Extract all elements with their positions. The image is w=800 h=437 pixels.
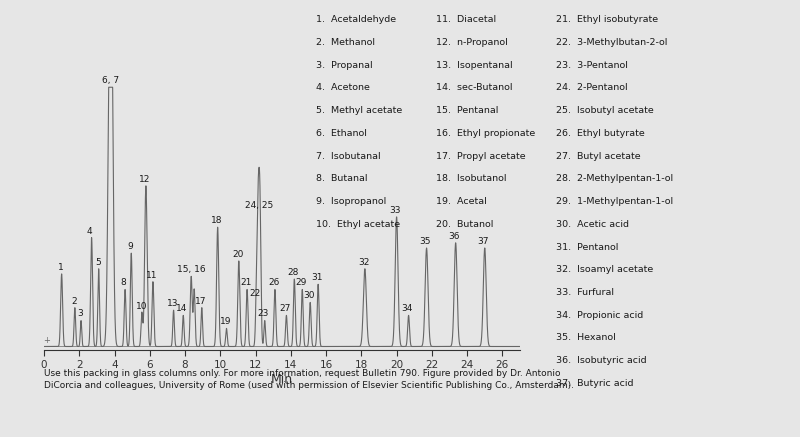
Text: 18.  Isobutanol: 18. Isobutanol: [436, 174, 506, 184]
Text: 20.  Butanol: 20. Butanol: [436, 220, 494, 229]
Text: 4: 4: [87, 226, 93, 236]
Text: 36: 36: [449, 232, 460, 241]
Text: 3: 3: [78, 309, 83, 319]
Text: 14.  sec-Butanol: 14. sec-Butanol: [436, 83, 513, 93]
Text: 7.  Isobutanal: 7. Isobutanal: [316, 152, 381, 161]
Text: 2: 2: [71, 297, 77, 305]
Text: 37: 37: [478, 237, 490, 246]
Text: Use this packing in glass columns only. For more information, request Bulletin 7: Use this packing in glass columns only. …: [44, 369, 574, 390]
Text: 5: 5: [95, 258, 101, 267]
Text: 11: 11: [146, 271, 158, 280]
Text: +: +: [42, 336, 50, 345]
Text: 23.  3-Pentanol: 23. 3-Pentanol: [556, 61, 628, 70]
Text: 24, 25: 24, 25: [245, 201, 273, 210]
Text: 31.  Pentanol: 31. Pentanol: [556, 243, 618, 252]
Text: 31: 31: [311, 273, 322, 282]
X-axis label: Min: Min: [271, 373, 293, 386]
Text: 11.  Diacetal: 11. Diacetal: [436, 15, 496, 24]
Text: 29.  1-Methylpentan-1-ol: 29. 1-Methylpentan-1-ol: [556, 197, 673, 206]
Text: 27: 27: [279, 304, 291, 313]
Text: 2.  Methanol: 2. Methanol: [316, 38, 375, 47]
Text: 9.  Isopropanol: 9. Isopropanol: [316, 197, 386, 206]
Text: 12: 12: [139, 175, 150, 184]
Text: 15.  Pentanal: 15. Pentanal: [436, 106, 498, 115]
Text: 21: 21: [240, 278, 251, 288]
Text: 3.  Propanal: 3. Propanal: [316, 61, 373, 70]
Text: 26: 26: [268, 278, 279, 288]
Text: 1.  Acetaldehyde: 1. Acetaldehyde: [316, 15, 396, 24]
Text: 33: 33: [390, 206, 401, 215]
Text: 4.  Acetone: 4. Acetone: [316, 83, 370, 93]
Text: 16.  Ethyl propionate: 16. Ethyl propionate: [436, 129, 535, 138]
Text: 18: 18: [210, 216, 222, 225]
Text: 34: 34: [401, 304, 413, 313]
Text: 21.  Ethyl isobutyrate: 21. Ethyl isobutyrate: [556, 15, 658, 24]
Text: 33.  Furfural: 33. Furfural: [556, 288, 614, 297]
Text: 34.  Propionic acid: 34. Propionic acid: [556, 311, 643, 320]
Text: 35.  Hexanol: 35. Hexanol: [556, 333, 616, 343]
Text: 17.  Propyl acetate: 17. Propyl acetate: [436, 152, 526, 161]
Text: 36.  Isobutyric acid: 36. Isobutyric acid: [556, 356, 646, 365]
Text: 22: 22: [250, 289, 261, 298]
Text: 35: 35: [419, 237, 431, 246]
Text: 13: 13: [166, 299, 178, 308]
Text: 9: 9: [127, 242, 133, 251]
Text: 25.  Isobutyl acetate: 25. Isobutyl acetate: [556, 106, 654, 115]
Text: 26.  Ethyl butyrate: 26. Ethyl butyrate: [556, 129, 645, 138]
Text: 10: 10: [135, 302, 147, 311]
Text: 32: 32: [358, 258, 370, 267]
Text: 8: 8: [121, 278, 126, 288]
Text: 15, 16: 15, 16: [178, 265, 206, 274]
Text: 32.  Isoamyl acetate: 32. Isoamyl acetate: [556, 265, 654, 274]
Text: 12.  n-Propanol: 12. n-Propanol: [436, 38, 508, 47]
Text: 17: 17: [195, 297, 206, 305]
Text: 23: 23: [258, 309, 269, 319]
Text: 37.  Butyric acid: 37. Butyric acid: [556, 379, 634, 388]
Text: 6, 7: 6, 7: [102, 76, 119, 85]
Text: 24.  2-Pentanol: 24. 2-Pentanol: [556, 83, 628, 93]
Text: 27.  Butyl acetate: 27. Butyl acetate: [556, 152, 641, 161]
Text: 8.  Butanal: 8. Butanal: [316, 174, 367, 184]
Text: 19: 19: [219, 317, 231, 326]
Text: 5.  Methyl acetate: 5. Methyl acetate: [316, 106, 402, 115]
Text: 13.  Isopentanal: 13. Isopentanal: [436, 61, 513, 70]
Text: 22.  3-Methylbutan-2-ol: 22. 3-Methylbutan-2-ol: [556, 38, 667, 47]
Text: 20: 20: [232, 250, 243, 259]
Text: 28: 28: [287, 268, 298, 277]
Text: 10.  Ethyl acetate: 10. Ethyl acetate: [316, 220, 400, 229]
Text: 14: 14: [176, 304, 188, 313]
Text: 6.  Ethanol: 6. Ethanol: [316, 129, 367, 138]
Text: 1: 1: [58, 263, 64, 272]
Text: 30.  Acetic acid: 30. Acetic acid: [556, 220, 629, 229]
Text: 29: 29: [295, 278, 306, 288]
Text: 30: 30: [303, 291, 314, 300]
Text: 19.  Acetal: 19. Acetal: [436, 197, 486, 206]
Text: 28.  2-Methylpentan-1-ol: 28. 2-Methylpentan-1-ol: [556, 174, 673, 184]
